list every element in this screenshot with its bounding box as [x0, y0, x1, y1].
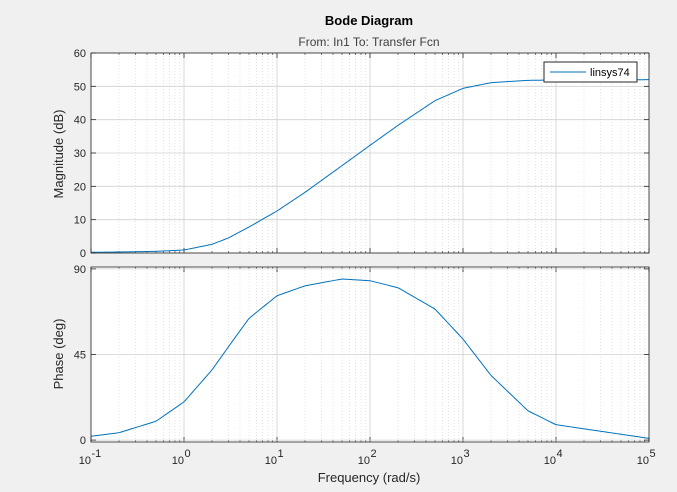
xtick-label-exponent: 4 [557, 448, 563, 460]
magnitude-ytick-label: 10 [74, 215, 86, 227]
phase-series-linsys74 [90, 278, 650, 439]
legend-box [543, 61, 638, 83]
xtick-label-exponent: 2 [371, 448, 377, 460]
xtick-label-base: 10 [451, 455, 463, 467]
legend[interactable]: linsys74 [543, 61, 638, 83]
phase-axes-box [90, 266, 650, 443]
legend-entry-linsys74: linsys74 [590, 67, 630, 79]
xtick-label-base: 10 [265, 455, 277, 467]
magnitude-ytick-label: 0 [80, 248, 86, 260]
xtick-label-exponent: -1 [92, 448, 102, 460]
xtick-label-exponent: 3 [464, 448, 470, 460]
chart-title: Bode Diagram [325, 13, 413, 28]
phase-ytick-label: 0 [80, 435, 86, 447]
xtick-label-base: 10 [544, 455, 556, 467]
xtick-label-base: 10 [358, 455, 370, 467]
magnitude-axes[interactable]: 0 10 20 30 40 50 60 [74, 48, 650, 260]
magnitude-ylabel: Magnitude (dB) [51, 110, 66, 199]
frequency-xlabel: Frequency (rad/s) [318, 470, 421, 485]
magnitude-ytick-label: 20 [74, 181, 86, 193]
xtick-label-exponent: 1 [278, 448, 284, 460]
magnitude-ytick-label: 40 [74, 115, 86, 127]
magnitude-ytick-label: 50 [74, 81, 86, 93]
magnitude-ytick-label: 60 [74, 48, 86, 60]
xtick-label-base: 10 [79, 455, 91, 467]
xtick-label-base: 10 [172, 455, 184, 467]
phase-ytick-label: 45 [74, 350, 86, 362]
xtick-label-exponent: 5 [650, 448, 656, 460]
magnitude-axes-box [90, 52, 650, 254]
phase-ylabel: Phase (deg) [51, 319, 66, 390]
xtick-label-base: 10 [637, 455, 649, 467]
phase-ytick-label: 90 [74, 264, 86, 276]
magnitude-ytick-label: 30 [74, 148, 86, 160]
xtick-label-exponent: 0 [185, 448, 191, 460]
chart-subtitle: From: In1 To: Transfer Fcn [298, 35, 439, 49]
